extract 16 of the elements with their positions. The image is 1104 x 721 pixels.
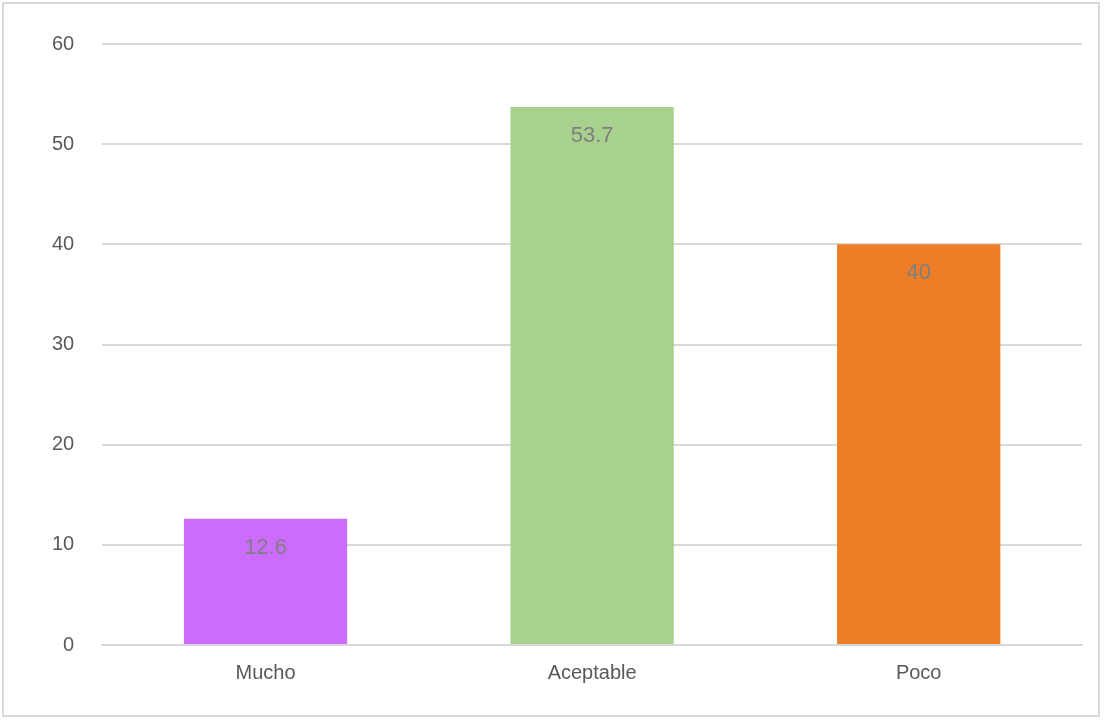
data-label: 53.7 [570,122,614,148]
y-tick-label: 30 [52,332,75,355]
x-tick-label: Mucho [235,660,296,683]
x-tick-label: Poco [895,660,942,683]
data-label: 12.6 [244,533,287,559]
data-label: 40 [906,259,931,285]
x-tick-label: Aceptable [547,660,637,683]
y-tick-label: 50 [52,131,75,154]
y-tick-label: 20 [52,432,75,455]
y-tick-label: 60 [52,31,75,54]
y-tick-label: 10 [52,532,75,555]
bar [510,107,674,644]
y-tick-label: 40 [52,231,75,254]
bar [837,244,1001,644]
bar [183,518,348,644]
y-tick-label: 0 [63,632,75,655]
